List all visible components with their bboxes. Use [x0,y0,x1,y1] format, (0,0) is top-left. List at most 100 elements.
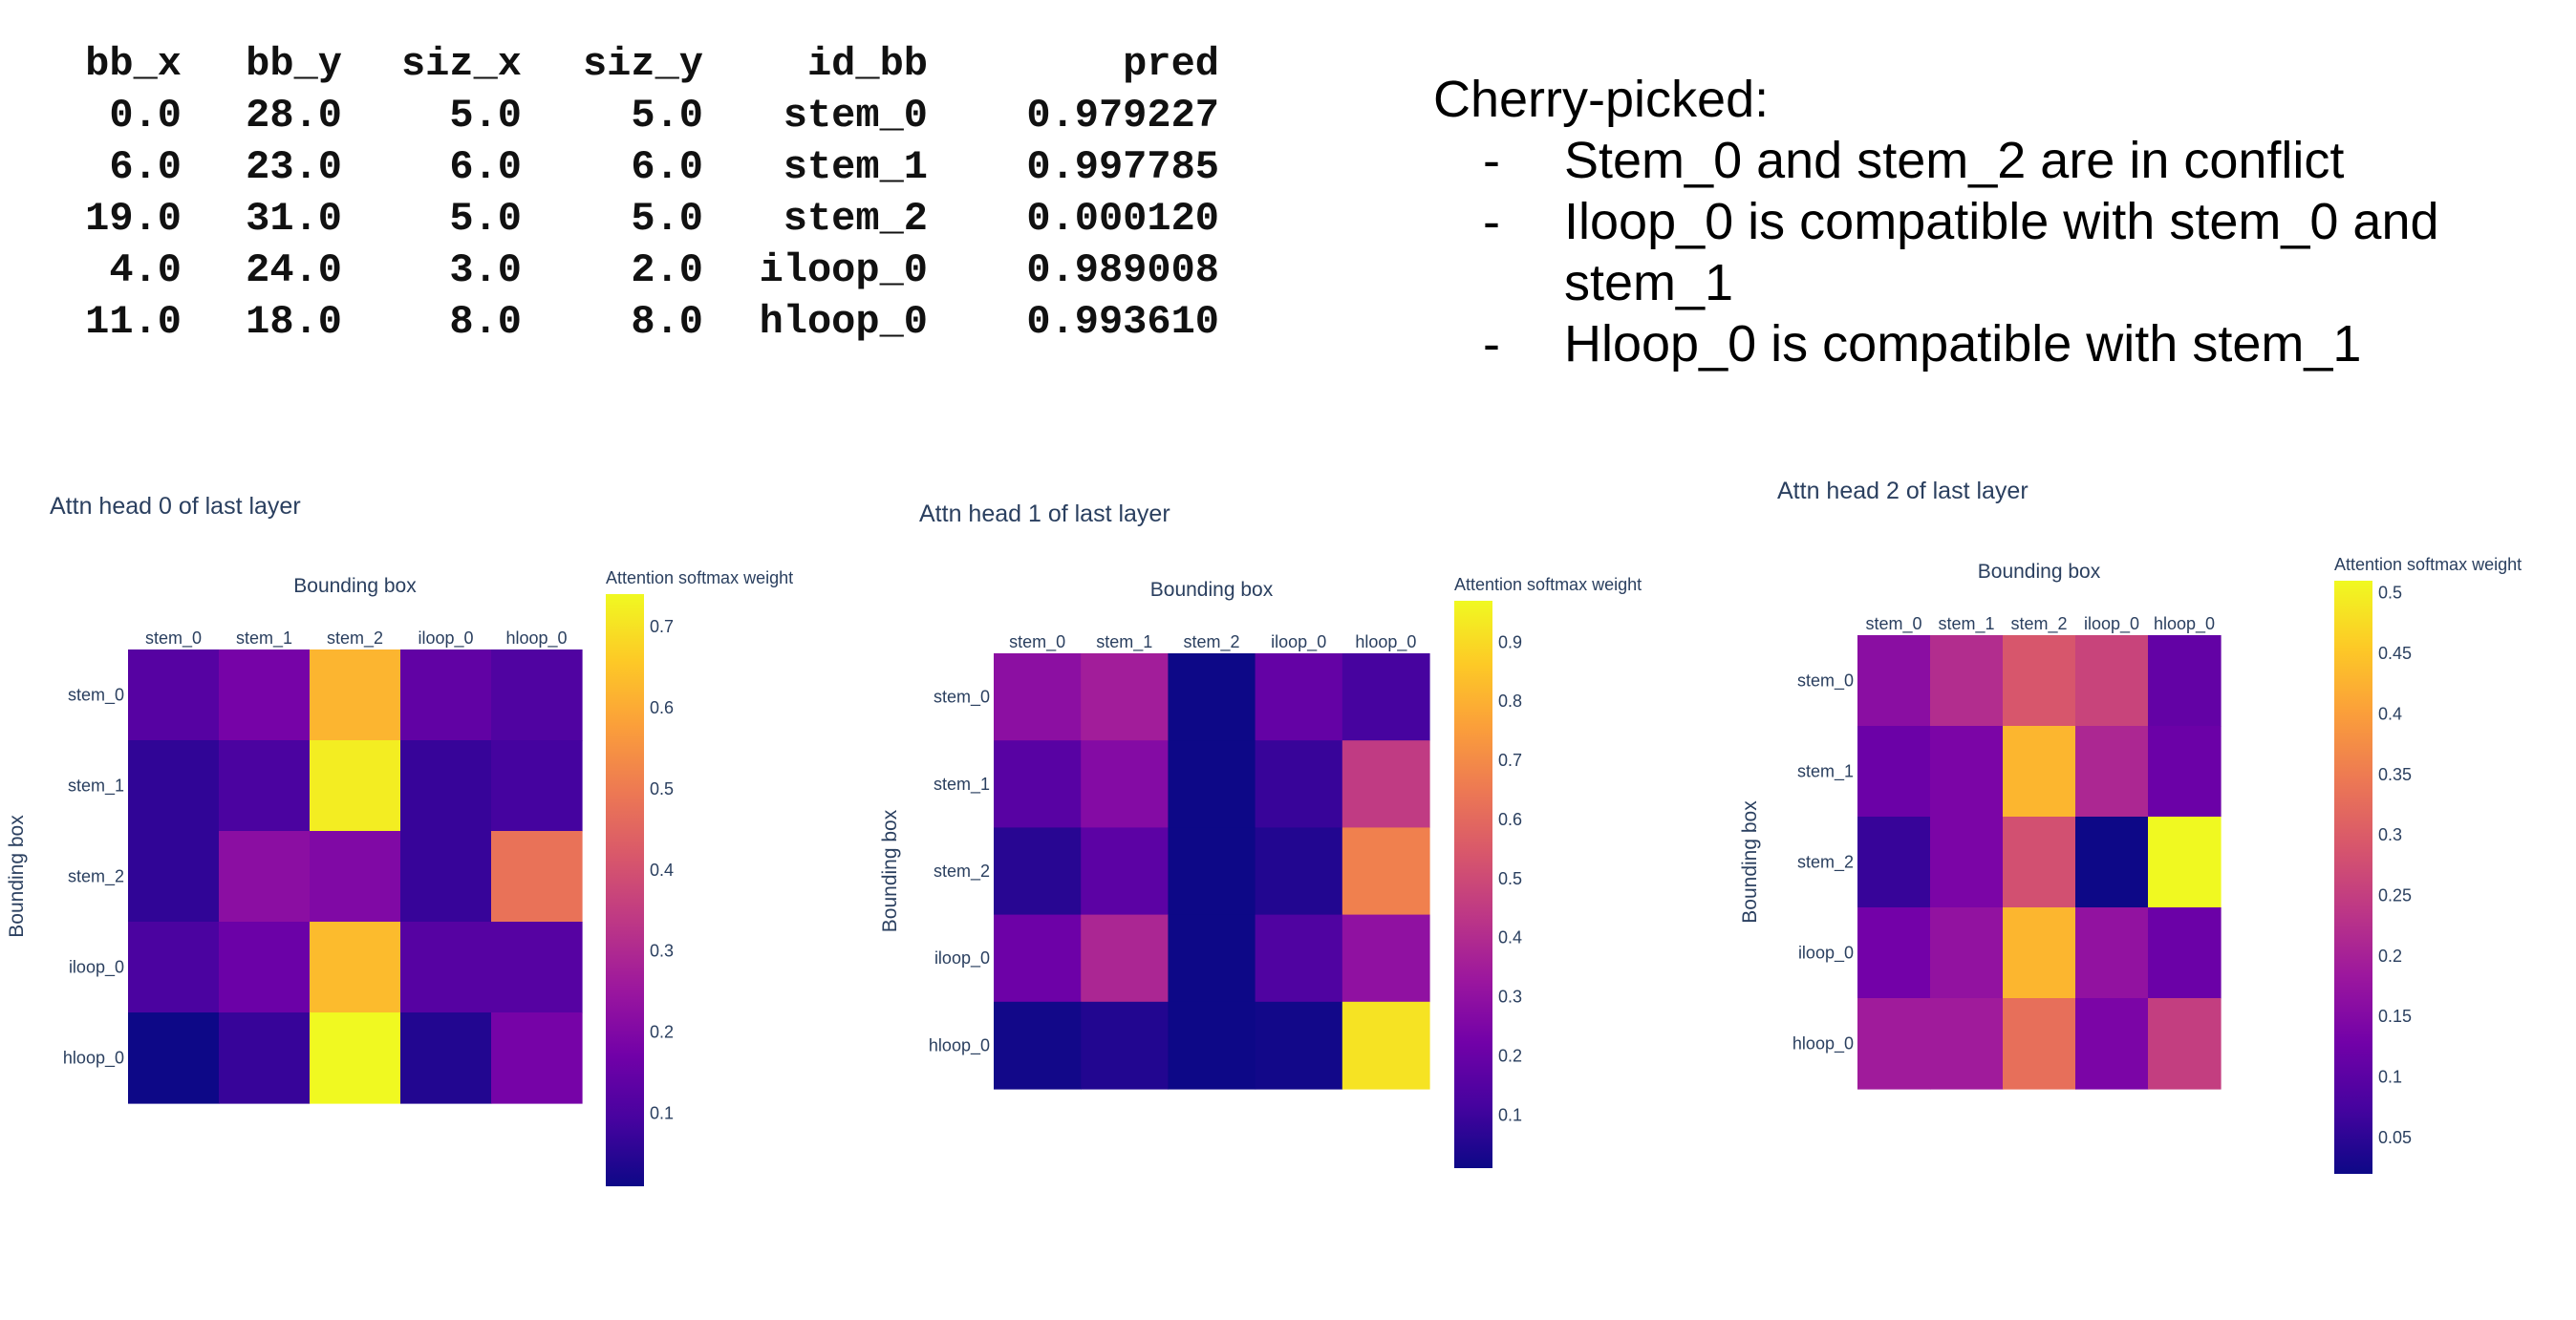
heatmap-cell [400,831,492,923]
colorbar-tick-label: 0.1 [650,1104,674,1123]
table-row: 6.0 23.0 6.0 6.0 stem_1 0.997785 [50,141,1219,193]
x-tick-label: stem_1 [1938,614,1994,634]
colorbar-tick-label: 0.4 [1498,928,1522,947]
heatmap-cell [2148,726,2222,818]
colorbar [1454,601,1492,1168]
heatmap-cell [1930,726,2004,818]
heatmap-cell [1930,635,2004,727]
y-tick-label: iloop_0 [934,948,990,969]
chart-title: Attn head 1 of last layer [919,500,1170,527]
colorbar-tick-label: 0.2 [650,1023,674,1042]
heatmap-cell [994,653,1082,741]
table-cell: 6.0 [109,144,182,190]
colorbar-tick-label: 0.15 [2378,1007,2412,1026]
chart-title: Attn head 0 of last layer [50,493,301,520]
note-text: Iloop_0 is compatible with stem_0 and st… [1564,193,2439,311]
heatmap-cell [2003,907,2076,999]
heatmap-cell [310,740,401,832]
y-tick-label: iloop_0 [69,958,124,978]
colorbar-tick-label: 0.7 [650,617,674,636]
colorbar-title: Attention softmax weight [606,568,793,587]
heatmap-cell [2003,726,2076,818]
heatmap-cell [2075,817,2149,908]
heatmap-cell [1342,653,1430,741]
table-row: 0.0 28.0 5.0 5.0 stem_0 0.979227 [50,90,1219,141]
table-header-row: bb_x bb_y siz_x siz_y id_bb pred [50,31,1219,90]
y-tick-label: stem_2 [68,867,124,887]
x-axis-title: Bounding box [1978,561,2101,583]
chart-title: Attn head 2 of last layer [1777,478,2029,504]
y-axis-title: Bounding box [1739,800,1761,924]
y-tick-label: iloop_0 [1798,944,1854,964]
heatmap-cell [1857,817,1931,908]
heatmap-cell [310,649,401,741]
table-cell: 6.0 [449,144,522,190]
table-cell: 0.0 [109,93,182,138]
y-axis-title: Bounding box [6,815,28,938]
heatmap-cell [1168,740,1256,828]
column-header: siz_x [400,41,522,87]
notes-list: - Stem_0 and stem_2 are in conflict - Iloo… [1433,130,2520,374]
x-tick-label: iloop_0 [418,628,473,649]
table-cell: stem_1 [783,144,928,190]
heatmap-cell [219,1012,311,1104]
heatmap-cell [2075,998,2149,1090]
note-text: Stem_0 and stem_2 are in conflict [1564,132,2345,189]
heatmap-cell [1255,914,1343,1003]
y-tick-label: stem_2 [934,862,990,882]
heatmap-cell [2148,635,2222,727]
colorbar-tick-label: 0.5 [650,779,674,798]
x-tick-label: hloop_0 [505,628,567,649]
list-item: - Hloop_0 is compatible with stem_1 [1433,313,2520,374]
heatmap-cell [1168,914,1256,1003]
y-tick-label: stem_2 [1797,853,1854,873]
colorbar-tick-label: 0.05 [2378,1128,2412,1147]
list-item: - Iloop_0 is compatible with stem_0 and s… [1433,191,2520,313]
table-cell: 5.0 [449,196,522,242]
y-tick-label: stem_0 [1797,671,1854,692]
colorbar-tick-label: 0.35 [2378,765,2412,784]
heatmap-head-2: Attn head 2 of last layer Bounding box Bou… [1739,478,2522,1174]
colorbar-tick-label: 0.5 [2378,584,2402,603]
heatmap-cell [310,831,401,923]
heatmap-cell [994,827,1082,916]
colorbar-tick-label: 0.4 [650,861,674,880]
heatmap-cell [491,740,583,832]
column-header: id_bb [806,41,928,87]
heatmap-cell [1081,914,1169,1003]
x-tick-label: stem_0 [1865,614,1921,634]
y-tick-label: stem_1 [934,775,990,795]
heatmap-cell [1081,827,1169,916]
table-row: 19.0 31.0 5.0 5.0 stem_2 0.000120 [50,193,1219,245]
heatmap-cell [219,649,311,741]
prediction-table: bb_x bb_y siz_x siz_y id_bb pred 0.0 28.… [50,31,1219,348]
column-header: siz_y [582,41,703,87]
column-header: pred [1123,41,1219,87]
heatmap-cell [2003,817,2076,908]
x-tick-label: stem_2 [1183,632,1239,652]
heatmap-cell [1342,827,1430,916]
table-cell: 5.0 [631,196,703,242]
colorbar-tick-label: 0.1 [1498,1105,1522,1124]
colorbar-tick-label: 0.3 [2378,825,2402,844]
heatmap-cell [128,740,220,832]
table-cell: 5.0 [449,93,522,138]
table-cell: 23.0 [246,144,342,190]
table-cell: iloop_0 [759,247,928,293]
heatmap-cell [128,831,220,923]
heatmap-cell [491,649,583,741]
column-header: bb_y [246,41,342,87]
colorbar-tick-label: 0.6 [650,698,674,717]
colorbar-title: Attention softmax weight [1454,575,1642,594]
heatmap-cell [491,1012,583,1104]
heatmap-cell [1081,653,1169,741]
table-cell: stem_2 [783,196,928,242]
heatmap-cell [2075,635,2149,727]
colorbar [606,594,644,1186]
heatmap-cell [1168,1001,1256,1090]
bullet-dash: - [1483,132,1500,189]
x-tick-label: stem_0 [1009,632,1065,652]
colorbar-tick-label: 0.2 [1498,1046,1522,1065]
colorbar-tick-label: 0.8 [1498,692,1522,711]
notes-title: Cherry-picked: [1433,71,1770,128]
